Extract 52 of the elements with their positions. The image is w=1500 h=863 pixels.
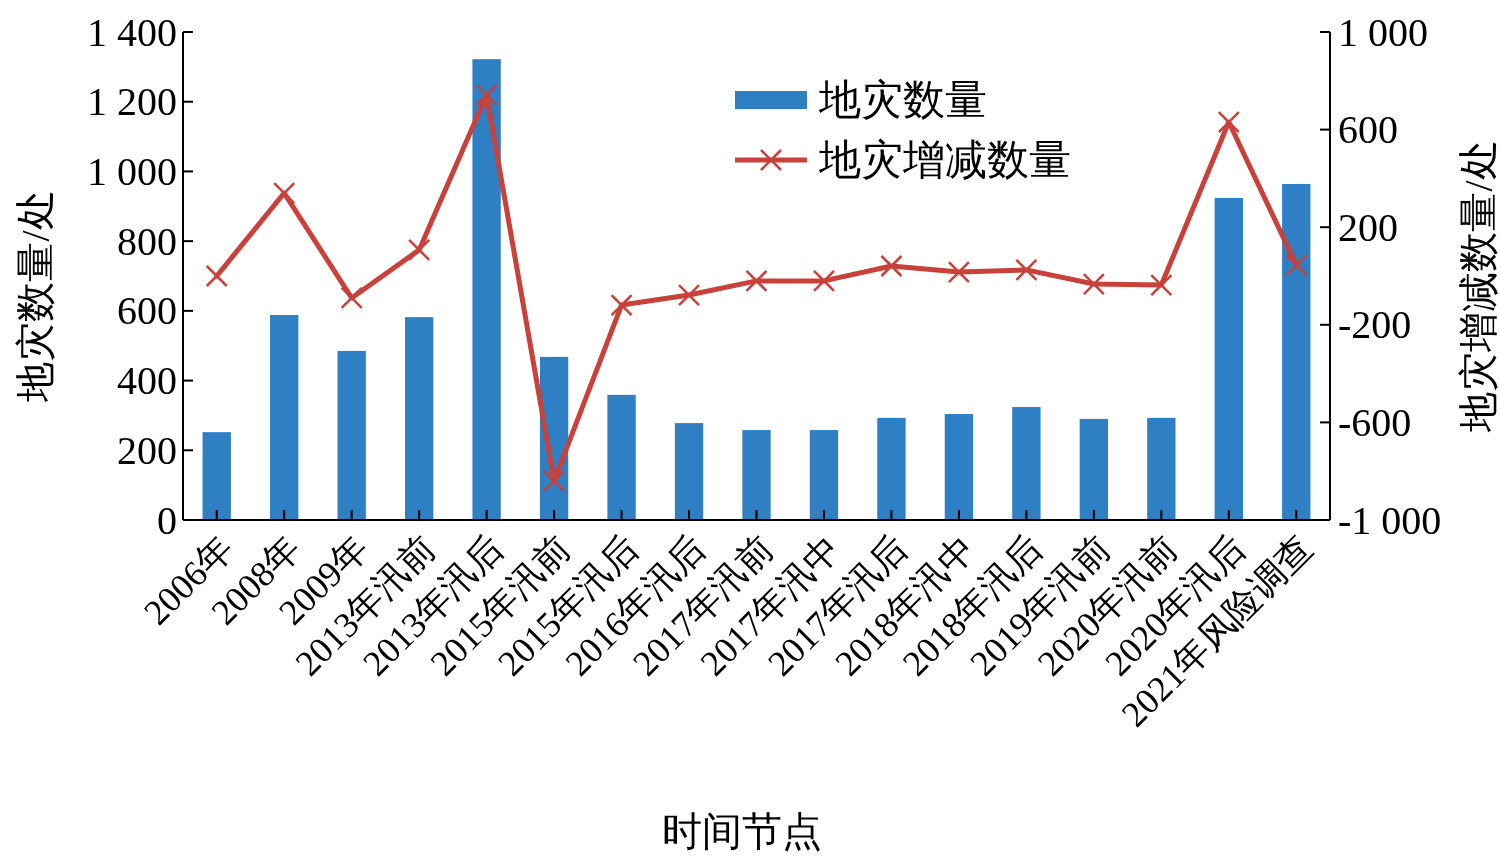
bar: [1282, 183, 1311, 520]
bar: [877, 417, 906, 520]
y-tick-label: 1 000: [87, 148, 177, 194]
point: [1285, 253, 1308, 277]
bar: [1214, 197, 1243, 520]
point: [677, 283, 701, 307]
point: [1217, 110, 1241, 134]
legend-label: 地灾增减数量: [818, 137, 1071, 183]
bar: [1012, 407, 1041, 520]
y-tick-label: 800: [117, 218, 177, 264]
point: [340, 286, 363, 310]
point: [272, 181, 296, 205]
y2-tick-label: 600: [1338, 107, 1398, 153]
y-tick-label: 600: [117, 288, 177, 334]
y-tick-label: 1 200: [87, 79, 177, 125]
bar: [674, 423, 704, 520]
y-axis-title: 地灾数量/处: [12, 190, 58, 403]
bar: [270, 315, 299, 520]
point: [1150, 273, 1173, 297]
point: [610, 293, 633, 317]
bar: [472, 59, 501, 520]
y2-tick-label: 200: [1338, 204, 1398, 250]
bar: [809, 430, 839, 520]
point: [812, 269, 836, 293]
point: [745, 269, 768, 293]
point: [407, 238, 431, 262]
y-tick-label: 200: [117, 427, 177, 473]
point: [1015, 258, 1038, 282]
point: [542, 469, 566, 493]
y2-tick-label: -600: [1338, 399, 1412, 445]
y-tick-label: 400: [117, 358, 177, 404]
y2-tick-label: 1 000: [1338, 9, 1428, 55]
bar: [944, 414, 974, 520]
y2-tick-label: -200: [1338, 302, 1412, 348]
y2-tick-label: -1 000: [1338, 497, 1442, 543]
y2-axis-title: 地灾增减数量/处: [1455, 140, 1500, 433]
point: [475, 83, 498, 107]
y-tick-label: 0: [157, 497, 177, 543]
point: [205, 264, 228, 288]
bar: [607, 394, 636, 520]
point: [1082, 272, 1106, 296]
bar: [404, 317, 434, 520]
legend-label: 地灾数量: [818, 77, 987, 123]
bar: [1079, 418, 1109, 520]
x-axis-title: 时间节点: [661, 809, 822, 854]
bar: [742, 430, 771, 520]
bar: [202, 432, 231, 520]
y-tick-label: 1 400: [87, 9, 177, 55]
bar: [337, 350, 366, 520]
bar: [1147, 417, 1176, 520]
point: [947, 260, 971, 284]
point: [880, 254, 903, 278]
